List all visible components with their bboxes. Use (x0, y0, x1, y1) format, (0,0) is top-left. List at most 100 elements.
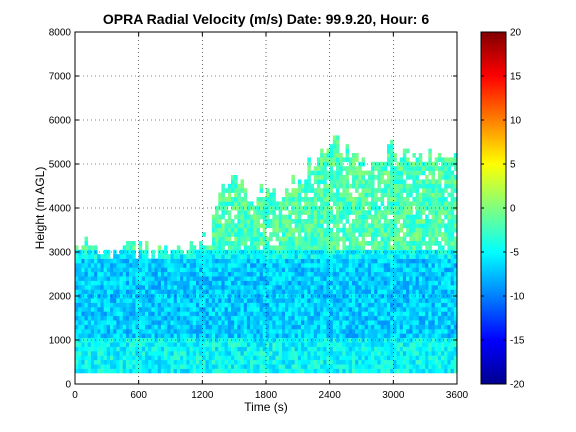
heatmap-cell (138, 280, 143, 286)
heatmap-cell (450, 254, 455, 259)
heatmap-cell (307, 364, 311, 369)
heatmap-cell (358, 223, 362, 229)
heatmap-cell (208, 342, 213, 347)
heatmap-cell (434, 188, 439, 193)
heatmap-cell (180, 359, 184, 365)
heatmap-cell (84, 271, 89, 277)
heatmap-cell (275, 271, 280, 277)
heatmap-cell (304, 302, 308, 308)
heatmap-cell (310, 337, 315, 343)
heatmap-cell (386, 227, 391, 233)
heatmap-cell (332, 161, 337, 167)
heatmap-cell (253, 307, 257, 312)
heatmap-cell (342, 364, 346, 369)
heatmap-cell (371, 254, 375, 259)
heatmap-cell (447, 289, 451, 295)
heatmap-cell (345, 359, 350, 365)
heatmap-cell (310, 205, 315, 211)
heatmap-cell (145, 320, 149, 325)
heatmap-cell (450, 289, 455, 295)
heatmap-cell (192, 351, 197, 356)
heatmap-cell (250, 364, 254, 369)
heatmap-cell (189, 241, 194, 246)
heatmap-cell (141, 342, 146, 347)
heatmap-cell (304, 179, 308, 185)
heatmap-cell (316, 298, 321, 303)
heatmap-cell (97, 289, 101, 295)
heatmap-cell (393, 232, 397, 237)
heatmap-cell (266, 320, 270, 325)
heatmap-cell (421, 271, 426, 277)
heatmap-cell (415, 342, 420, 347)
heatmap-cell (234, 276, 238, 281)
heatmap-cell (237, 263, 241, 268)
heatmap-cell (402, 214, 407, 220)
heatmap-cell (447, 298, 451, 303)
heatmap-cell (421, 166, 426, 171)
heatmap-cell (94, 355, 98, 361)
heatmap-cell (135, 280, 139, 286)
heatmap-cell (278, 227, 283, 233)
heatmap-cell (409, 201, 413, 207)
heatmap-cell (355, 333, 359, 339)
heatmap-cell (380, 271, 385, 277)
heatmap-cell (221, 267, 225, 273)
heatmap-cell (294, 351, 299, 356)
heatmap-cell (437, 254, 442, 259)
heatmap-cell (431, 359, 436, 365)
heatmap-cell (316, 293, 321, 299)
heatmap-cell (323, 170, 327, 176)
heatmap-cell (377, 351, 381, 356)
heatmap-cell (437, 219, 442, 224)
heatmap-cell (250, 276, 254, 281)
heatmap-cell (132, 307, 136, 312)
heatmap-cell (218, 201, 222, 207)
heatmap-cell (425, 307, 429, 312)
heatmap-cell (199, 337, 203, 343)
heatmap-cell (358, 302, 362, 308)
heatmap-cell (230, 364, 235, 369)
heatmap-cell (211, 271, 216, 277)
heatmap-cell (396, 368, 400, 374)
heatmap-cell (406, 188, 410, 193)
heatmap-cell (154, 355, 159, 361)
heatmap-cell (237, 289, 241, 295)
heatmap-cell (339, 289, 343, 295)
heatmap-cell (192, 359, 197, 365)
heatmap-cell (310, 329, 315, 334)
heatmap-cell (151, 359, 155, 365)
heatmap-cell (215, 351, 219, 356)
heatmap-cell (304, 201, 308, 207)
heatmap-cell (342, 346, 346, 352)
heatmap-cell (345, 289, 350, 295)
heatmap-cell (122, 359, 127, 365)
heatmap-cell (342, 263, 346, 268)
heatmap-cell (332, 263, 337, 268)
heatmap-cell (428, 223, 432, 229)
heatmap-cell (367, 307, 372, 312)
heatmap-cell (145, 289, 149, 295)
heatmap-cell (326, 249, 330, 255)
heatmap-cell (409, 307, 413, 312)
heatmap-cell (75, 258, 79, 264)
heatmap-cell (380, 245, 385, 251)
heatmap-cell (84, 276, 89, 281)
heatmap-cell (450, 179, 455, 185)
heatmap-cell (269, 355, 273, 361)
heatmap-cell (173, 289, 178, 295)
heatmap-cell (173, 307, 178, 312)
heatmap-cell (441, 245, 445, 251)
heatmap-cell (132, 355, 136, 361)
heatmap-cell (367, 210, 372, 215)
heatmap-cell (122, 364, 127, 369)
heatmap-cell (215, 210, 219, 215)
heatmap-cell (409, 188, 413, 193)
heatmap-cell (218, 346, 222, 352)
heatmap-cell (75, 254, 79, 259)
heatmap-cell (441, 263, 445, 268)
heatmap-cell (234, 280, 238, 286)
heatmap-cell (342, 245, 346, 251)
heatmap-cell (154, 329, 159, 334)
heatmap-cell (415, 324, 420, 330)
heatmap-cell (364, 289, 369, 295)
